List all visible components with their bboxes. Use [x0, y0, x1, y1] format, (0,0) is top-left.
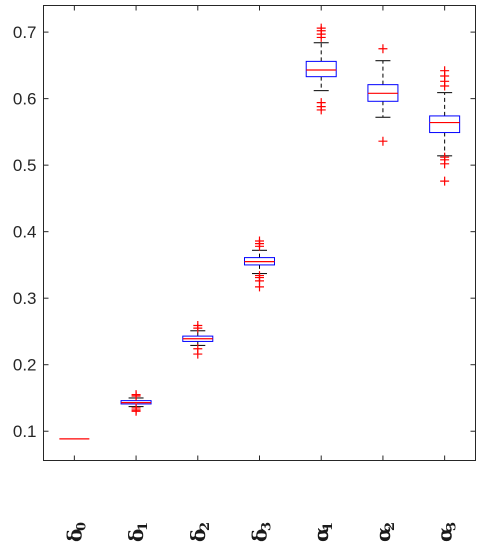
- outlier-marker: [193, 349, 203, 359]
- category-subscript: 3: [445, 522, 460, 531]
- outlier-marker: [440, 81, 450, 91]
- x-category-label: α3: [433, 522, 460, 542]
- box-7: [429, 66, 461, 186]
- x-category-label: δ1: [124, 522, 151, 542]
- category-symbol: α: [433, 527, 457, 542]
- y-tick-label: 0.2: [13, 356, 37, 375]
- category-subscript: 1: [321, 522, 336, 531]
- outlier-marker: [131, 390, 141, 400]
- category-subscript: 3: [260, 522, 275, 531]
- y-tick-label: 0.4: [13, 223, 37, 242]
- category-symbol: α: [371, 527, 395, 542]
- box-3: [182, 320, 214, 359]
- x-category-label: δ3: [248, 522, 275, 542]
- x-category-label: α1: [309, 522, 336, 542]
- category-symbol: δ: [124, 529, 148, 542]
- box-6: [367, 44, 399, 146]
- category-symbol: δ: [248, 529, 272, 542]
- outlier-marker: [378, 136, 388, 146]
- category-subscript: 2: [383, 522, 398, 531]
- box-5: [305, 23, 337, 115]
- outlier-marker: [440, 159, 450, 169]
- outlier-marker: [316, 105, 326, 115]
- outlier-marker: [255, 236, 264, 246]
- y-tick-label: 0.5: [13, 156, 37, 175]
- plot-area-frame: [43, 5, 476, 461]
- category-symbol: δ: [186, 529, 210, 542]
- y-tick-label: 0.1: [13, 422, 37, 441]
- category-symbol: δ: [62, 529, 86, 542]
- category-symbol: α: [309, 527, 333, 542]
- y-axis-ticks: 0.1 0.2 0.3 0.4 0.5 0.6 0.7: [13, 5, 476, 461]
- box-rect: [305, 60, 337, 78]
- category-subscript: 2: [198, 522, 213, 531]
- box-4: [244, 236, 275, 292]
- outlier-marker: [316, 23, 326, 33]
- outlier-marker: [378, 44, 388, 54]
- category-subscript: 0: [74, 522, 89, 531]
- box-2: [120, 390, 152, 416]
- box-series: [59, 23, 461, 440]
- outlier-marker: [255, 282, 264, 292]
- box-rect: [429, 115, 461, 134]
- y-tick-label: 0.7: [13, 23, 37, 42]
- outlier-marker: [440, 176, 450, 186]
- outlier-marker: [131, 403, 141, 413]
- y-tick-label: 0.3: [13, 289, 37, 308]
- category-subscript: 1: [136, 522, 151, 531]
- x-category-label: α2: [371, 522, 398, 542]
- x-category-label: δ2: [186, 522, 213, 542]
- y-tick-label: 0.6: [13, 90, 37, 109]
- outlier-marker: [193, 320, 203, 330]
- x-category-label: δ0: [62, 522, 89, 542]
